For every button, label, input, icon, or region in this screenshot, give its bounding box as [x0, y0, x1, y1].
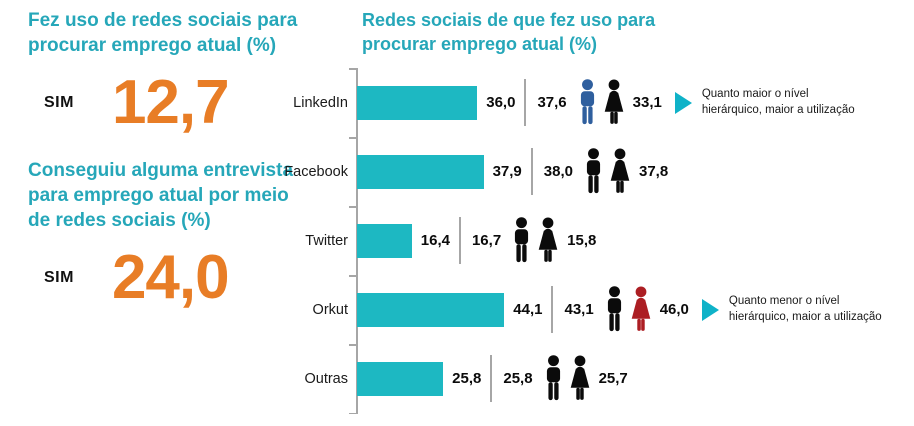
female-value: 33,1 [632, 94, 662, 111]
annotation-higher-level: Quanto maior o nível hierárquico, maior … [674, 87, 870, 118]
stat-value: 12,7 [111, 68, 230, 138]
male-figure-icon [515, 217, 529, 263]
total-value: 36,0 [486, 94, 516, 111]
stat-title: Conseguiu alguma entrevista para emprego… [28, 160, 294, 232]
axis-tick [349, 206, 357, 208]
male-value: 37,6 [537, 94, 567, 111]
male-value: 16,7 [471, 232, 502, 249]
chart-row-twitter: Twitter 16,4 16,7 15,8 [270, 206, 914, 275]
female-value: 25,7 [598, 370, 628, 387]
category-label: LinkedIn [293, 94, 348, 111]
female-figure-icon [570, 355, 589, 400]
bar-chart-social-networks: Redes sociais de que fez uso para procur… [270, 0, 914, 426]
female-value: 37,8 [638, 163, 669, 180]
chart-row-outras: Outras 25,8 25,8 25,7 [270, 344, 914, 413]
male-figure-icon [546, 355, 560, 401]
category-label: Orkut [312, 301, 348, 318]
female-figure-icon [631, 286, 650, 331]
category-label: Outras [304, 370, 348, 387]
answer-label: SIM [44, 94, 74, 112]
axis-tick [349, 275, 357, 277]
male-figure-icon [580, 79, 594, 125]
arrow-right-icon [674, 91, 692, 114]
chart-row-linkedin: LinkedIn 36,0 37,6 33,1 Quanto maior o n… [270, 68, 914, 137]
total-value: 25,8 [452, 370, 482, 387]
divider-line [530, 148, 533, 195]
male-value: 25,8 [503, 370, 533, 387]
female-value: 46,0 [659, 301, 689, 318]
stat-block-social-use: Fez uso de redes sociais para procurar e… [28, 8, 308, 134]
female-figure-icon [604, 79, 623, 124]
category-label: Facebook [284, 163, 348, 180]
bar-facebook [357, 154, 484, 189]
male-figure-icon [607, 286, 621, 332]
male-figure-icon [586, 148, 601, 194]
y-axis-line [356, 68, 358, 414]
answer-label: SIM [44, 269, 74, 287]
divider-line [490, 355, 493, 402]
chart-rows: LinkedIn 36,0 37,6 33,1 Quanto maior o n… [270, 68, 914, 413]
divider-line [458, 217, 461, 264]
female-value: 15,8 [567, 232, 597, 249]
stat-value: 24,0 [111, 243, 230, 313]
female-figure-icon [538, 217, 558, 262]
bar-outras [357, 361, 444, 396]
total-value: 44,1 [513, 301, 543, 318]
male-value: 43,1 [564, 301, 594, 318]
stat-block-interview: Conseguiu alguma entrevista para emprego… [28, 158, 308, 309]
annotation-text: Quanto menor o nível hierárquico, maior … [728, 294, 882, 323]
bar-linkedin [357, 85, 478, 120]
bar-twitter [357, 223, 412, 258]
divider-line [524, 79, 527, 126]
chart-row-facebook: Facebook 37,9 38,0 37,8 [270, 137, 914, 206]
axis-tick [349, 344, 357, 346]
axis-tick [349, 137, 357, 139]
chart-row-orkut: Orkut 44,1 43,1 46,0 Quanto menor o níve… [270, 275, 914, 344]
bar-orkut [357, 292, 505, 327]
stat-title: Fez uso de redes sociais para procurar e… [28, 10, 298, 57]
annotation-text: Quanto maior o nível hierárquico, maior … [701, 87, 855, 116]
stat-answer-row: SIM 12,7 [28, 72, 308, 134]
male-value: 38,0 [543, 163, 573, 180]
divider-line [551, 286, 554, 333]
arrow-right-icon [701, 298, 719, 321]
total-value: 37,9 [492, 163, 522, 180]
chart-title: Redes sociais de que fez uso para procur… [362, 10, 656, 55]
category-label: Twitter [305, 232, 348, 249]
stat-answer-row: SIM 24,0 [28, 247, 308, 309]
annotation-lower-level: Quanto menor o nível hierárquico, maior … [701, 294, 897, 325]
axis-tick [349, 68, 357, 70]
female-figure-icon [610, 148, 630, 193]
axis-tick [349, 412, 357, 414]
total-value: 16,4 [420, 232, 450, 249]
